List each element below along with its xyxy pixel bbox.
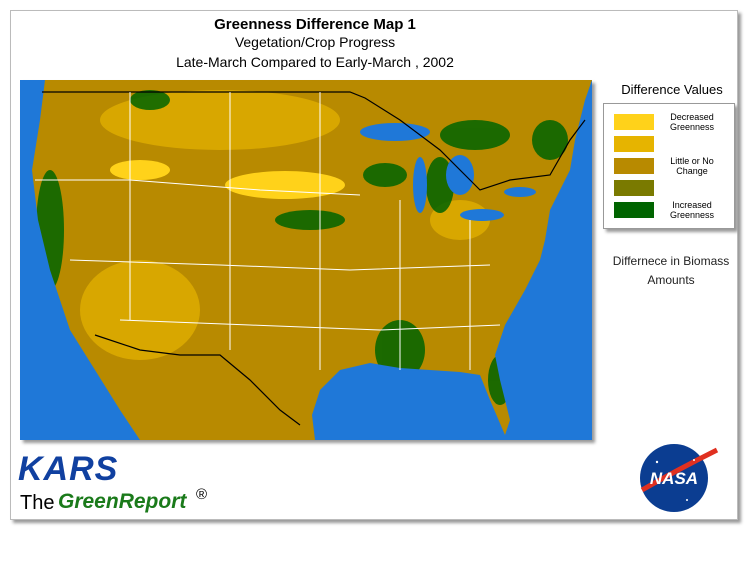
great-lakes: [360, 123, 536, 221]
title: Greenness Difference Map 1: [214, 16, 416, 33]
agency-text: NASA: [650, 469, 698, 488]
decrease-area: [110, 160, 170, 180]
legend-label: Decreased Greenness: [669, 112, 715, 132]
subtitle: Vegetation/Crop Progress: [234, 34, 396, 50]
legend-swatch: [614, 158, 654, 174]
agency-logo: NASA: [640, 444, 719, 512]
atlantic-gulf: [312, 80, 592, 440]
legend-swatch: [614, 136, 654, 152]
legend-title: Difference Values: [621, 82, 723, 97]
legend-swatch: [614, 180, 654, 196]
pacific: [20, 80, 140, 440]
decrease-area: [225, 171, 345, 199]
border: [94, 334, 301, 426]
brand-the: The: [20, 492, 55, 514]
border: [42, 91, 586, 191]
legend-swatch: [614, 114, 654, 130]
legend-swatch: [614, 202, 654, 218]
note: Differnece in Biomass Amounts: [612, 254, 730, 287]
legend-label: Increased Greenness: [669, 200, 715, 220]
brand-report: GreenReport: [58, 490, 187, 513]
map: [20, 80, 592, 440]
legend: Decreased Greenness Little or No Change In…: [603, 103, 735, 229]
registered-mark: ®: [196, 486, 208, 503]
legend-label: Little or No Change: [670, 156, 714, 176]
comparison: Late-March Compared to Early-March , 200…: [176, 54, 454, 70]
state-lines: [35, 92, 501, 370]
org-logo: KARS: [18, 450, 119, 488]
